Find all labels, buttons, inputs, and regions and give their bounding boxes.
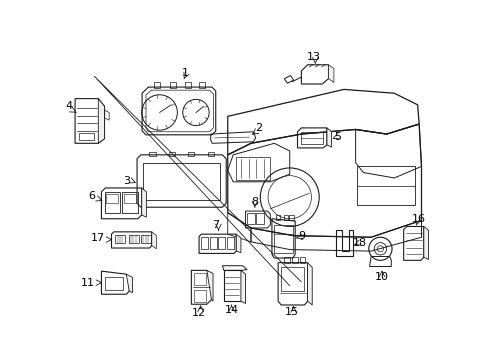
Text: 7: 7 — [212, 220, 219, 230]
Text: 13: 13 — [306, 52, 320, 62]
Polygon shape — [126, 274, 132, 293]
Bar — [201, 237, 208, 249]
Polygon shape — [307, 263, 311, 305]
Text: 11: 11 — [81, 278, 94, 288]
Bar — [154, 82, 160, 88]
Polygon shape — [206, 270, 213, 301]
Bar — [106, 194, 118, 203]
Bar — [149, 152, 155, 156]
Bar — [104, 277, 123, 289]
Bar — [104, 192, 120, 213]
Text: 15: 15 — [285, 307, 299, 317]
Polygon shape — [423, 226, 427, 260]
Text: 14: 14 — [224, 305, 238, 315]
Bar — [168, 152, 175, 156]
Bar — [169, 82, 176, 88]
Text: 16: 16 — [411, 214, 426, 224]
Text: 4: 4 — [65, 101, 72, 111]
Polygon shape — [151, 232, 156, 249]
Bar — [207, 152, 213, 156]
Text: 9: 9 — [297, 231, 305, 241]
Polygon shape — [236, 234, 241, 253]
Text: 2: 2 — [255, 123, 262, 133]
Bar — [288, 215, 293, 220]
Bar — [275, 215, 280, 220]
Text: 8: 8 — [251, 197, 258, 207]
Bar — [226, 237, 233, 249]
Bar — [188, 152, 194, 156]
Text: 3: 3 — [122, 176, 129, 186]
Bar — [246, 213, 254, 224]
Bar — [185, 82, 191, 88]
Polygon shape — [98, 99, 104, 143]
Text: 5: 5 — [334, 132, 341, 142]
Polygon shape — [328, 65, 333, 82]
Text: 17: 17 — [90, 233, 104, 243]
Bar — [193, 273, 205, 285]
Bar — [283, 215, 287, 220]
Bar — [256, 213, 264, 224]
Text: 12: 12 — [192, 308, 206, 318]
Polygon shape — [326, 128, 331, 147]
Text: 1: 1 — [181, 68, 188, 78]
Text: 18: 18 — [352, 238, 366, 248]
Bar — [209, 237, 217, 249]
Bar — [79, 132, 94, 140]
Polygon shape — [142, 188, 146, 217]
Bar — [123, 194, 136, 203]
Bar — [193, 289, 205, 302]
Bar — [300, 132, 323, 144]
Bar — [218, 237, 225, 249]
Polygon shape — [241, 270, 245, 303]
Bar — [274, 225, 292, 253]
Text: 6: 6 — [88, 191, 96, 201]
Bar — [281, 266, 304, 291]
Bar — [141, 235, 151, 243]
Bar — [284, 257, 289, 264]
Bar — [128, 235, 138, 243]
Bar — [122, 192, 138, 213]
Bar — [115, 235, 125, 243]
Bar — [235, 157, 270, 180]
Bar — [299, 257, 305, 264]
Text: 10: 10 — [374, 272, 388, 282]
Bar — [199, 82, 205, 88]
Bar — [356, 166, 414, 205]
Bar — [291, 257, 297, 264]
